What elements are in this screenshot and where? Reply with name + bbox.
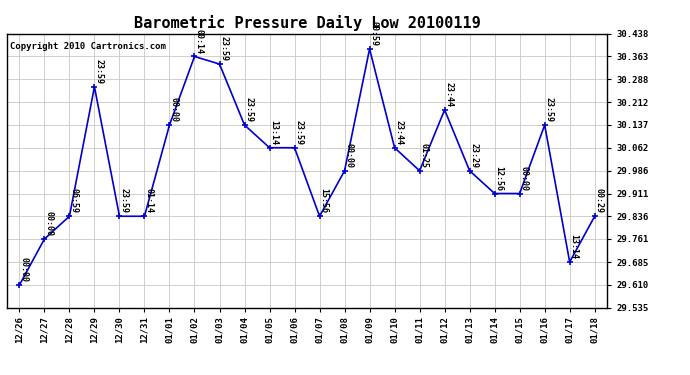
- Text: 23:44: 23:44: [394, 120, 403, 145]
- Text: 23:29: 23:29: [469, 143, 478, 168]
- Text: 00:00: 00:00: [169, 97, 178, 122]
- Text: 23:44: 23:44: [444, 82, 453, 107]
- Text: 00:29: 00:29: [594, 189, 603, 213]
- Text: 01:14: 01:14: [144, 189, 153, 213]
- Text: 23:59: 23:59: [244, 97, 253, 122]
- Text: 23:59: 23:59: [119, 189, 128, 213]
- Text: 12:56: 12:56: [494, 166, 503, 191]
- Text: 23:59: 23:59: [294, 120, 303, 145]
- Text: 23:59: 23:59: [94, 59, 103, 84]
- Text: 00:00: 00:00: [44, 211, 53, 236]
- Title: Barometric Pressure Daily Low 20100119: Barometric Pressure Daily Low 20100119: [134, 15, 480, 31]
- Text: 23:59: 23:59: [544, 97, 553, 122]
- Text: 15:56: 15:56: [319, 189, 328, 213]
- Text: 01:25: 01:25: [420, 143, 428, 168]
- Text: 00:00: 00:00: [344, 143, 353, 168]
- Text: 00:14: 00:14: [194, 29, 203, 54]
- Text: 13:14: 13:14: [569, 234, 578, 259]
- Text: 00:00: 00:00: [19, 257, 28, 282]
- Text: 23:59: 23:59: [219, 36, 228, 61]
- Text: Copyright 2010 Cartronics.com: Copyright 2010 Cartronics.com: [10, 42, 166, 51]
- Text: 00:59: 00:59: [369, 21, 378, 46]
- Text: 00:00: 00:00: [520, 166, 529, 191]
- Text: 13:14: 13:14: [269, 120, 278, 145]
- Text: 06:59: 06:59: [69, 189, 78, 213]
